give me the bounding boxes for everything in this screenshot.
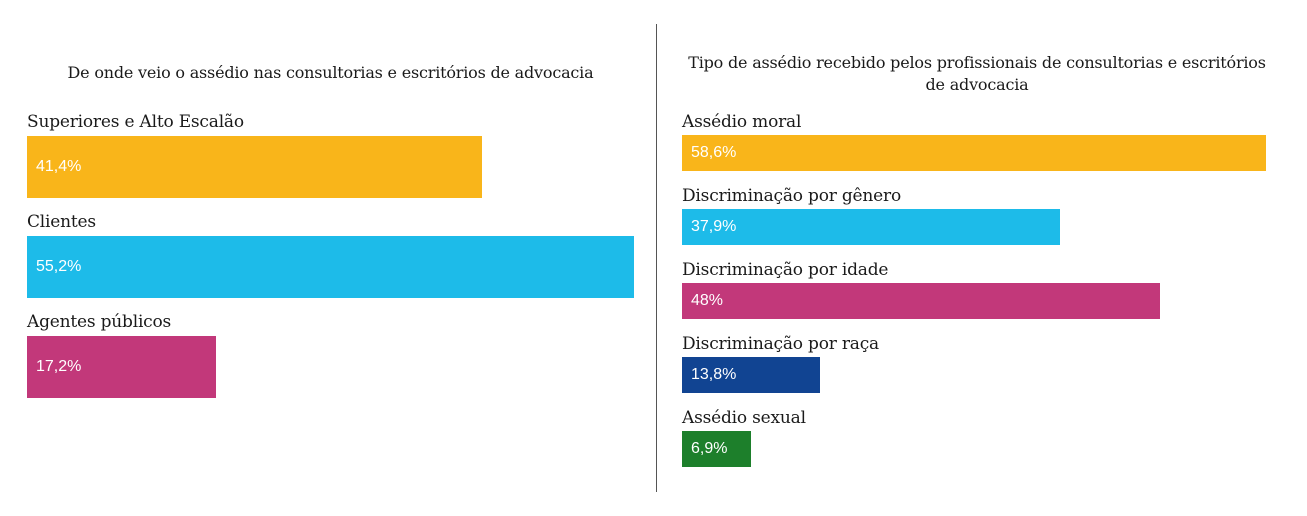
category-label: Discriminação por raça [682,334,879,354]
bar [682,357,820,393]
bar [682,209,1060,245]
chart-right: Tipo de assédio recebido pelos profissio… [657,0,1307,516]
bar [27,336,216,398]
category-label: Assédio moral [682,112,802,132]
category-label: Assédio sexual [682,408,806,428]
bar-value-label: 55,2% [36,258,82,275]
category-label: Superiores e Alto Escalão [27,112,244,132]
bar-value-label: 13,8% [691,366,737,383]
panel-divider [656,24,657,492]
category-label: Clientes [27,212,96,232]
bar [682,283,1160,319]
bar-value-label: 17,2% [36,358,82,375]
bar [27,136,482,198]
chart-title: De onde veio o assédio nas consultorias … [67,63,594,82]
bar-value-label: 41,4% [36,158,82,175]
bar-value-label: 6,9% [691,440,728,457]
bar [682,135,1266,171]
bar-value-label: 48% [691,292,724,309]
bar-value-label: 37,9% [691,218,737,235]
bar-value-label: 58,6% [691,144,737,161]
chart-title: Tipo de assédio recebido pelos profissio… [688,53,1266,94]
bar [27,236,634,298]
category-label: Agentes públicos [27,312,172,332]
chart-left: De onde veio o assédio nas consultorias … [27,63,634,398]
category-label: Discriminação por gênero [682,186,901,206]
category-label: Discriminação por idade [682,260,889,280]
bar [682,431,751,467]
